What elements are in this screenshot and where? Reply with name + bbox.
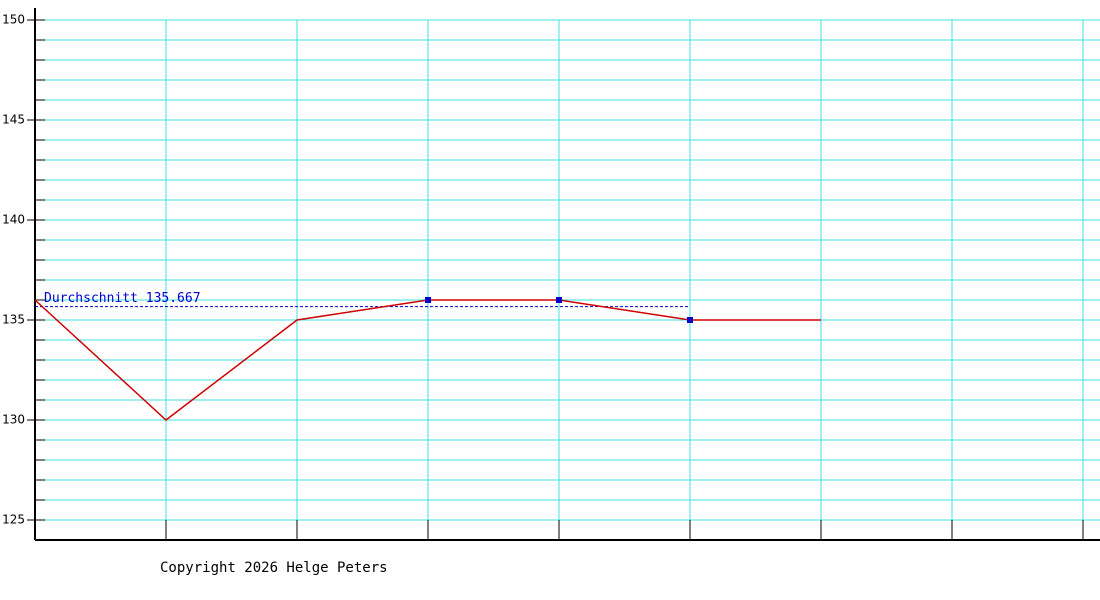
y-tick-label: 135 [2, 313, 25, 327]
point-marker [425, 297, 431, 303]
y-tick-label: 150 [2, 13, 25, 27]
y-tick-label: 145 [2, 113, 25, 127]
average-label: Durchschnitt 135.667 [44, 291, 201, 306]
y-tick-label: 140 [2, 213, 25, 227]
y-tick-label: 130 [2, 413, 25, 427]
point-marker [556, 297, 562, 303]
y-tick-label: 125 [2, 513, 25, 527]
point-marker [687, 317, 693, 323]
footer: Copyright 2026 Helge Peters [160, 560, 388, 576]
